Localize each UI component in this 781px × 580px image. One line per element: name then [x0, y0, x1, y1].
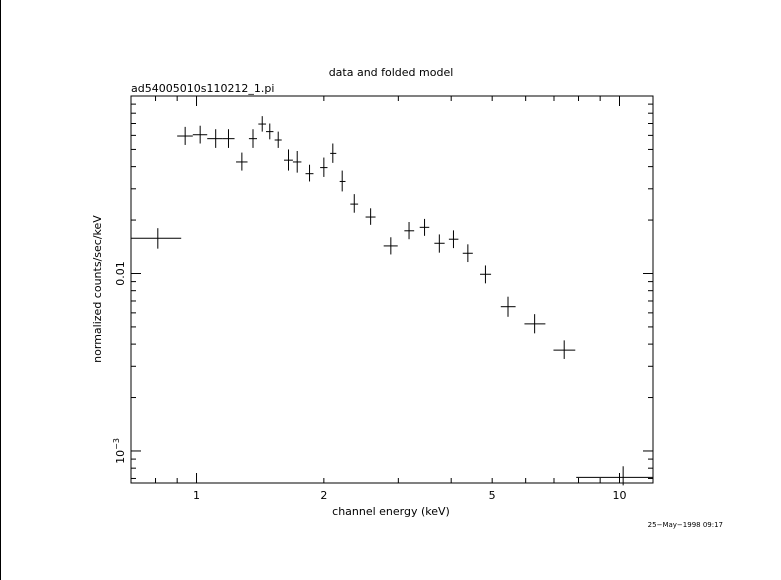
data-point: [177, 126, 193, 145]
data-point: [274, 131, 282, 148]
data-point: [350, 194, 359, 213]
data-point: [131, 228, 182, 249]
plot-frame: [130, 95, 654, 484]
x-tick-label: 1: [193, 489, 200, 502]
data-point: [339, 170, 346, 192]
x-tick-label: 10: [613, 489, 627, 502]
data-point: [480, 265, 492, 284]
data-point: [207, 129, 223, 148]
data-point: [419, 218, 430, 236]
data-point: [404, 222, 415, 240]
data-point: [365, 208, 376, 225]
data-point: [292, 150, 302, 173]
x-axis-label: channel energy (keV): [332, 505, 450, 518]
y-axis-label: normalized counts/sec/keV: [91, 215, 104, 363]
data-point: [553, 340, 576, 359]
data-point: [305, 164, 314, 182]
data-point: [320, 157, 328, 177]
chart-subtitle: ad54005010s110212_1.pi: [131, 82, 274, 95]
axis-ticks: [130, 95, 653, 483]
data-point: [524, 314, 546, 334]
data-point: [284, 149, 293, 171]
x-tick-label: 5: [489, 489, 496, 502]
data-point: [266, 123, 274, 140]
data-point: [236, 152, 248, 171]
data-point: [222, 129, 235, 148]
axis-tick-labels: 1 2 5 10 0.01 10−3: [112, 261, 627, 502]
data-point: [434, 234, 445, 253]
data-points: [131, 116, 653, 486]
data-point: [258, 116, 267, 132]
data-point: [462, 244, 473, 263]
data-point: [383, 237, 398, 255]
left-edge-line: [0, 0, 1, 580]
timestamp: 25−May−1998 09:17: [648, 521, 723, 529]
y-tick-label: 10−3: [112, 438, 127, 464]
data-point: [500, 296, 516, 317]
data-point: [448, 230, 459, 249]
y-tick-label: 0.01: [114, 261, 127, 286]
x-tick-label: 2: [320, 489, 327, 502]
data-point: [576, 466, 653, 486]
data-point: [192, 125, 208, 144]
data-point: [330, 143, 337, 163]
chart-title: data and folded model: [329, 66, 454, 79]
data-point: [248, 129, 258, 148]
